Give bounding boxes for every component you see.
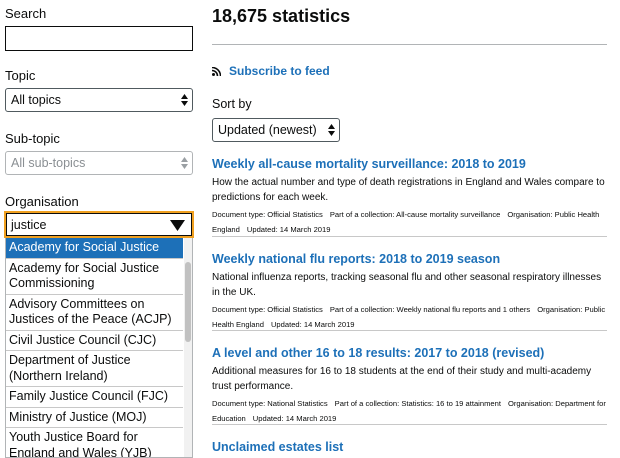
scrollbar[interactable] [184,238,192,457]
subtopic-value: All sub-topics [11,156,86,170]
result-description: Additional measures for 16 to 18 student… [212,366,592,392]
metadata-item: Updated: 14 March 2019 [246,225,331,234]
sort-label: Sort by [212,97,252,111]
results-count: 18,675 statistics [212,6,351,26]
topic-select[interactable]: All topics [5,88,193,112]
result-description: How the actual number and type of death … [212,177,605,203]
result-item: Weekly national flu reports: 2018 to 201… [212,252,607,332]
result-metadata: Document type: Official Statistics Part o… [212,207,607,237]
metadata-item: Organisation: Public Health England [212,305,606,329]
organisation-option[interactable]: Family Justice Council (FJC) [6,387,183,408]
metadata-item: Part of a collection: Weekly national fl… [329,305,531,314]
organisation-listbox: Academy for Social Justice Academy for So… [5,238,193,458]
result-metadata: Document type: Official Statistics Part o… [212,302,607,332]
metadata-item: Organisation: Department for Education [212,399,606,423]
metadata-item: Part of a collection: All-cause mortalit… [329,210,501,219]
subscribe-text[interactable]: Subscribe to feed [229,64,330,78]
metadata-item: Updated: 14 March 2019 [252,414,337,423]
subtopic-select[interactable]: All sub-topics [5,151,193,175]
topic-value: All topics [11,93,62,107]
option-list: Academy for Social Justice Academy for So… [6,238,183,457]
organisation-option[interactable]: Advisory Committees on Justices of the P… [6,295,183,331]
search-label: Search [5,6,47,21]
metadata-item: Organisation: Public Health England [212,210,600,234]
result-title[interactable]: A level and other 16 to 18 results: 2017… [212,346,545,360]
result-item: Weekly all-cause mortality surveillance:… [212,157,607,237]
organisation-option[interactable]: Youth Justice Board for England and Wale… [6,428,183,457]
topic-label: Topic [5,68,36,83]
organisation-label: Organisation [5,194,79,209]
result-separator [212,330,607,331]
dropdown-arrow [170,220,185,231]
organisation-option[interactable]: Ministry of Justice (MOJ) [6,408,183,428]
result-metadata: Document type: National Statistics Part o… [212,396,607,426]
result-item: A level and other 16 to 18 results: 2017… [212,346,607,426]
metadata-item: Updated: 14 March 2019 [270,320,355,329]
metadata-item: Document type: National Statistics [212,399,328,408]
sort-select[interactable]: Updated (newest) [212,118,340,142]
organisation-input-text: justice [11,217,47,232]
result-separator [212,236,607,237]
organisation-option[interactable]: Department of Justice (Northern Ireland) [6,351,183,387]
metadata-item: Part of a collection: Statistics: 16 to … [334,399,501,408]
search-input[interactable] [5,26,193,51]
result-title[interactable]: Weekly national flu reports: 2018 to 201… [212,252,501,266]
result-title[interactable]: Unclaimed estates list [212,440,344,454]
feed-icon [212,66,221,76]
select-arrows [181,94,188,106]
sort-value: Updated (newest) [218,123,317,137]
metadata-item: Document type: Official Statistics [212,305,323,314]
organisation-input[interactable]: justice [4,211,194,238]
select-arrows [181,157,188,169]
organisation-option[interactable]: Academy for Social Justice [6,238,183,259]
subscribe-link[interactable]: Subscribe to feed [212,64,330,78]
result-separator [212,424,607,425]
header-rule [212,44,607,45]
subtopic-label: Sub-topic [5,131,60,146]
organisation-option[interactable]: Academy for Social Justice Commissioning [6,259,183,295]
metadata-item: Document type: Official Statistics [212,210,323,219]
organisation-option[interactable]: Civil Justice Council (CJC) [6,331,183,351]
select-arrows [328,124,335,136]
result-description: National influenza reports, tracking sea… [212,272,602,298]
result-title[interactable]: Weekly all-cause mortality surveillance:… [212,157,526,171]
result-item: Unclaimed estates list [212,440,607,458]
scrollbar-thumb[interactable] [185,262,191,342]
